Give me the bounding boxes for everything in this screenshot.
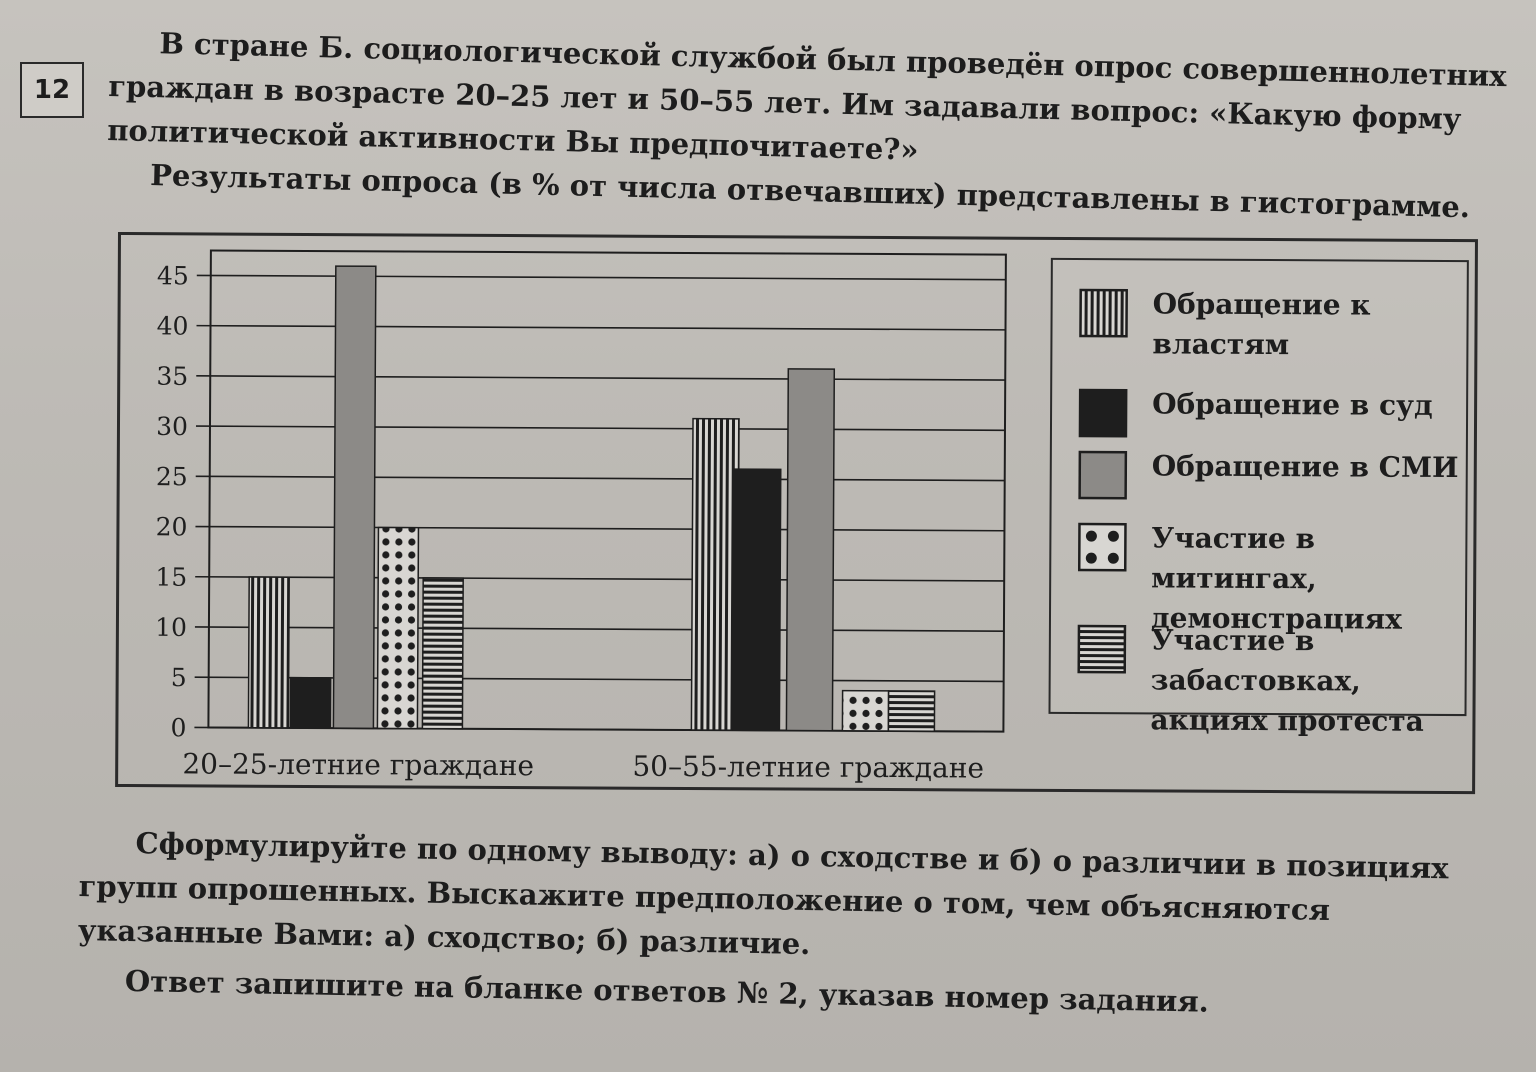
legend-label: Участие в забастовках, акциях протеста — [1150, 623, 1424, 738]
gridline — [196, 324, 1006, 331]
x-category-label: 20–25-летние граждане — [182, 747, 534, 782]
y-tick-label: 15 — [155, 563, 187, 592]
y-tick-label: 30 — [156, 412, 188, 441]
x-category-label: 50–55-летние граждане — [632, 750, 984, 785]
y-tick-label: 25 — [156, 462, 188, 491]
bar-chart: 0 5 10 15 20 25 30 35 40 45 20–25-летние граждане 5… — [155, 249, 1007, 785]
legend-dot — [1085, 552, 1097, 564]
bar-2-1 — [690, 417, 740, 732]
chart-frame: 0 5 10 15 20 25 30 35 40 45 20–25-летние граждане 5… — [115, 232, 1478, 795]
task-number-box: 12 — [20, 62, 84, 118]
gridline — [195, 575, 1005, 582]
bar-2-3 — [785, 368, 836, 732]
legend-swatch-fill — [1077, 522, 1127, 572]
y-tick-label: 45 — [157, 261, 189, 290]
gridline — [196, 375, 1006, 381]
legend-swatch — [1077, 522, 1127, 572]
legend-item: Обращение к властям — [1078, 287, 1472, 366]
task-number: 12 — [33, 75, 71, 105]
legend-swatch-fill — [1078, 450, 1128, 500]
legend-label: Обращение в СМИ — [1151, 449, 1459, 485]
legend-item: Обращение в суд — [1078, 387, 1472, 440]
legend-dot — [1107, 552, 1119, 564]
legend-swatch-fill — [1079, 288, 1128, 338]
question-block: Сформулируйте по одному выводу: а) о схо… — [77, 820, 1510, 1029]
gridline — [195, 425, 1005, 432]
chart-bars — [247, 265, 936, 733]
gridline — [196, 274, 1006, 281]
bar-1-4 — [376, 526, 420, 730]
legend-swatch — [1079, 288, 1128, 338]
y-tick-label: 0 — [170, 713, 186, 742]
bar-1-1 — [247, 576, 290, 729]
legend-swatch-fill — [1078, 388, 1128, 438]
legend-item: Участие в митингах, демонстрациях — [1077, 521, 1472, 640]
y-tick-label: 10 — [155, 613, 187, 642]
legend-swatch — [1078, 450, 1128, 500]
bar-1-2 — [289, 676, 332, 729]
y-tick-label: 40 — [157, 311, 189, 340]
legend-swatch — [1077, 624, 1127, 674]
bar-2-2 — [732, 468, 782, 732]
legend-label: Обращение к властям — [1152, 287, 1371, 362]
legend-item: Обращение в СМИ — [1078, 449, 1472, 502]
bar-1-5 — [421, 577, 464, 730]
plot-border — [207, 249, 1007, 733]
gridline — [194, 626, 1004, 632]
legend-item: Участие в забастовках, акциях протеста — [1076, 623, 1471, 742]
question-text: Сформулируйте по одному выводу: а) о схо… — [77, 826, 1449, 962]
bar-1-3 — [332, 265, 377, 730]
chart-grid — [194, 274, 1006, 733]
chart-axes — [207, 249, 1007, 733]
y-tick-label: 20 — [156, 512, 188, 541]
gridline — [195, 525, 1005, 532]
legend-dot — [1107, 530, 1119, 542]
bar-2-4 — [841, 689, 890, 732]
legend-dot — [1085, 530, 1097, 542]
legend-swatch-fill — [1077, 624, 1127, 674]
y-tick-label: 5 — [171, 663, 187, 692]
legend-swatch — [1078, 388, 1128, 438]
legend-label: Обращение в суд — [1152, 387, 1433, 422]
bar-2-5 — [887, 690, 936, 733]
chart-labels: 0 5 10 15 20 25 30 35 40 45 20–25-летние граждане 5… — [155, 261, 984, 785]
chart-legend: Обращение к властям Обращение в суд Обраще… — [1048, 257, 1469, 738]
y-tick-label: 35 — [156, 362, 188, 391]
gridline — [195, 475, 1005, 482]
task-text: В стране Б. социологической службой был … — [106, 20, 1510, 230]
